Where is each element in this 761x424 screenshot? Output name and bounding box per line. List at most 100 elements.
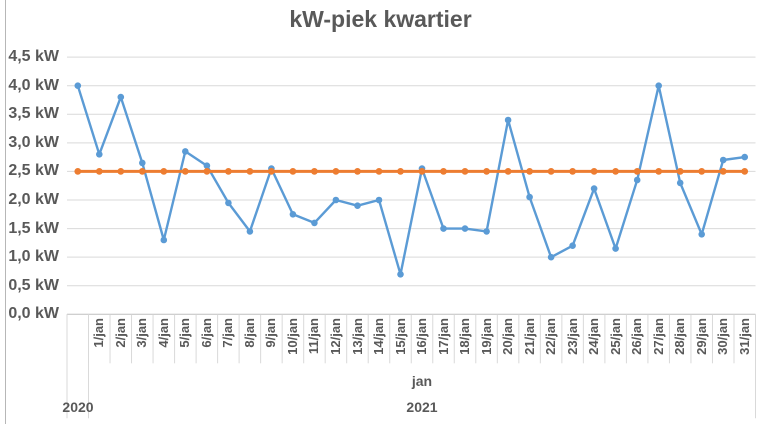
x-axis-day-label: 22/jan <box>543 317 559 355</box>
y-axis-tick-label: 3,5 kW <box>8 105 59 123</box>
series-1-marker <box>676 179 684 187</box>
x-axis-day-label: 12/jan <box>327 317 343 355</box>
series-1-marker <box>375 196 383 204</box>
x-axis-day-label: 17/jan <box>435 317 451 355</box>
worksheet-edge-line <box>5 0 6 424</box>
series-1-marker <box>96 151 103 158</box>
x-axis-day-label: 7/jan <box>220 317 236 348</box>
x-axis-day-label: 4/jan <box>155 317 171 348</box>
y-axis-tick-label: 2,0 kW <box>8 191 59 208</box>
series-2-marker <box>332 168 340 175</box>
series-2-marker <box>246 168 254 175</box>
x-axis-day-label: 15/jan <box>392 317 408 355</box>
x-axis-day-label: 31/jan <box>736 317 752 355</box>
x-axis-day-label: 29/jan <box>693 317 709 355</box>
x-axis-day-label: 16/jan <box>414 317 429 355</box>
series-2-marker <box>138 168 146 175</box>
series-1-marker <box>354 202 361 209</box>
series-1-marker <box>569 242 576 249</box>
series-1-marker <box>461 225 469 232</box>
x-axis-day-label: 19/jan <box>478 317 494 355</box>
series-2-marker <box>461 168 469 175</box>
x-axis-day-label: 1/jan <box>91 317 107 348</box>
y-axis-tick-label: 2,5 kW <box>8 162 59 180</box>
series-2-marker <box>504 168 512 175</box>
series-1-marker <box>698 231 705 238</box>
series-2-marker <box>698 168 706 175</box>
series-1-marker <box>719 156 727 164</box>
series-2-marker <box>160 168 168 175</box>
series-2-marker <box>268 168 275 175</box>
series-2-marker <box>719 168 727 175</box>
x-axis-day-label: 24/jan <box>586 317 602 355</box>
series-1-marker <box>655 82 662 89</box>
x-axis-day-label: 28/jan <box>672 317 688 355</box>
x-axis-day-label: 20/jan <box>500 317 516 355</box>
chart-title: kW-piek kwartier <box>289 6 472 32</box>
series-1-marker <box>483 228 490 235</box>
x-axis-day-label: 13/jan <box>349 317 365 355</box>
series-1-marker <box>526 193 533 201</box>
x-axis-day-label: 3/jan <box>134 317 150 348</box>
x-axis-day-label: 23/jan <box>564 317 580 355</box>
series-2-marker <box>181 168 189 175</box>
series-1-marker <box>332 196 340 204</box>
series-1-marker <box>203 162 211 169</box>
series-2-marker <box>311 168 318 175</box>
series-1-marker <box>547 253 555 261</box>
series-2-marker <box>95 168 103 175</box>
x-axis-day-label: 6/jan <box>198 317 214 348</box>
series-2-marker <box>117 168 125 175</box>
series-1-marker <box>612 245 619 252</box>
x-axis-day-label: 11/jan <box>306 317 322 354</box>
series-2-marker <box>483 168 490 175</box>
series-1-marker <box>117 93 125 101</box>
series-1-marker <box>289 211 297 218</box>
series-2-marker <box>354 168 361 175</box>
x-axis-day-label: 30/jan <box>715 317 731 355</box>
x-axis-month-label: jan <box>411 373 433 389</box>
series-2-marker <box>289 168 297 175</box>
series-2-marker <box>612 168 619 175</box>
series-2-marker <box>375 168 383 175</box>
series-2-marker <box>741 168 749 175</box>
series-2-marker <box>440 168 447 175</box>
series-2-marker <box>676 168 684 175</box>
series-2-marker <box>225 168 232 175</box>
series-1-marker <box>182 148 189 155</box>
series-1-marker <box>590 185 598 192</box>
x-axis-day-label: 27/jan <box>650 317 666 355</box>
x-axis-day-label: 26/jan <box>629 317 645 355</box>
x-axis-day-label: 25/jan <box>607 317 623 355</box>
x-axis-day-label: 14/jan <box>371 317 386 355</box>
y-axis-tick-label: 1,0 kW <box>8 248 59 266</box>
series-1-marker <box>741 153 748 161</box>
series-1-marker <box>139 159 146 167</box>
series-1-marker <box>160 236 168 244</box>
x-axis-day-label: 18/jan <box>457 317 472 355</box>
x-axis-day-label: 9/jan <box>263 317 279 348</box>
series-1-marker <box>397 271 404 278</box>
series-2-marker <box>203 168 211 175</box>
series-1-marker <box>504 116 512 124</box>
series-1-marker <box>74 82 82 89</box>
series-2-marker <box>547 168 555 175</box>
x-axis-year-2020-label: 2020 <box>62 399 94 415</box>
series-2-marker <box>569 168 576 175</box>
series-2-marker <box>418 168 426 175</box>
series-2-marker <box>590 168 598 175</box>
x-axis-day-label: 10/jan <box>284 317 300 355</box>
series-1-marker <box>311 219 318 227</box>
series-2-marker <box>655 168 663 175</box>
y-axis-tick-label: 0,0 kW <box>8 305 59 323</box>
series-2-marker <box>397 168 404 175</box>
series-1-marker <box>633 176 641 184</box>
y-axis-tick-label: 0,5 kW <box>8 276 59 294</box>
y-axis-tick-label: 4,0 kW <box>8 76 59 94</box>
y-axis-tick-label: 3,0 kW <box>8 133 59 151</box>
series-line-1 <box>76 84 746 276</box>
series-2-marker <box>633 168 641 175</box>
series-2-marker <box>526 168 533 175</box>
